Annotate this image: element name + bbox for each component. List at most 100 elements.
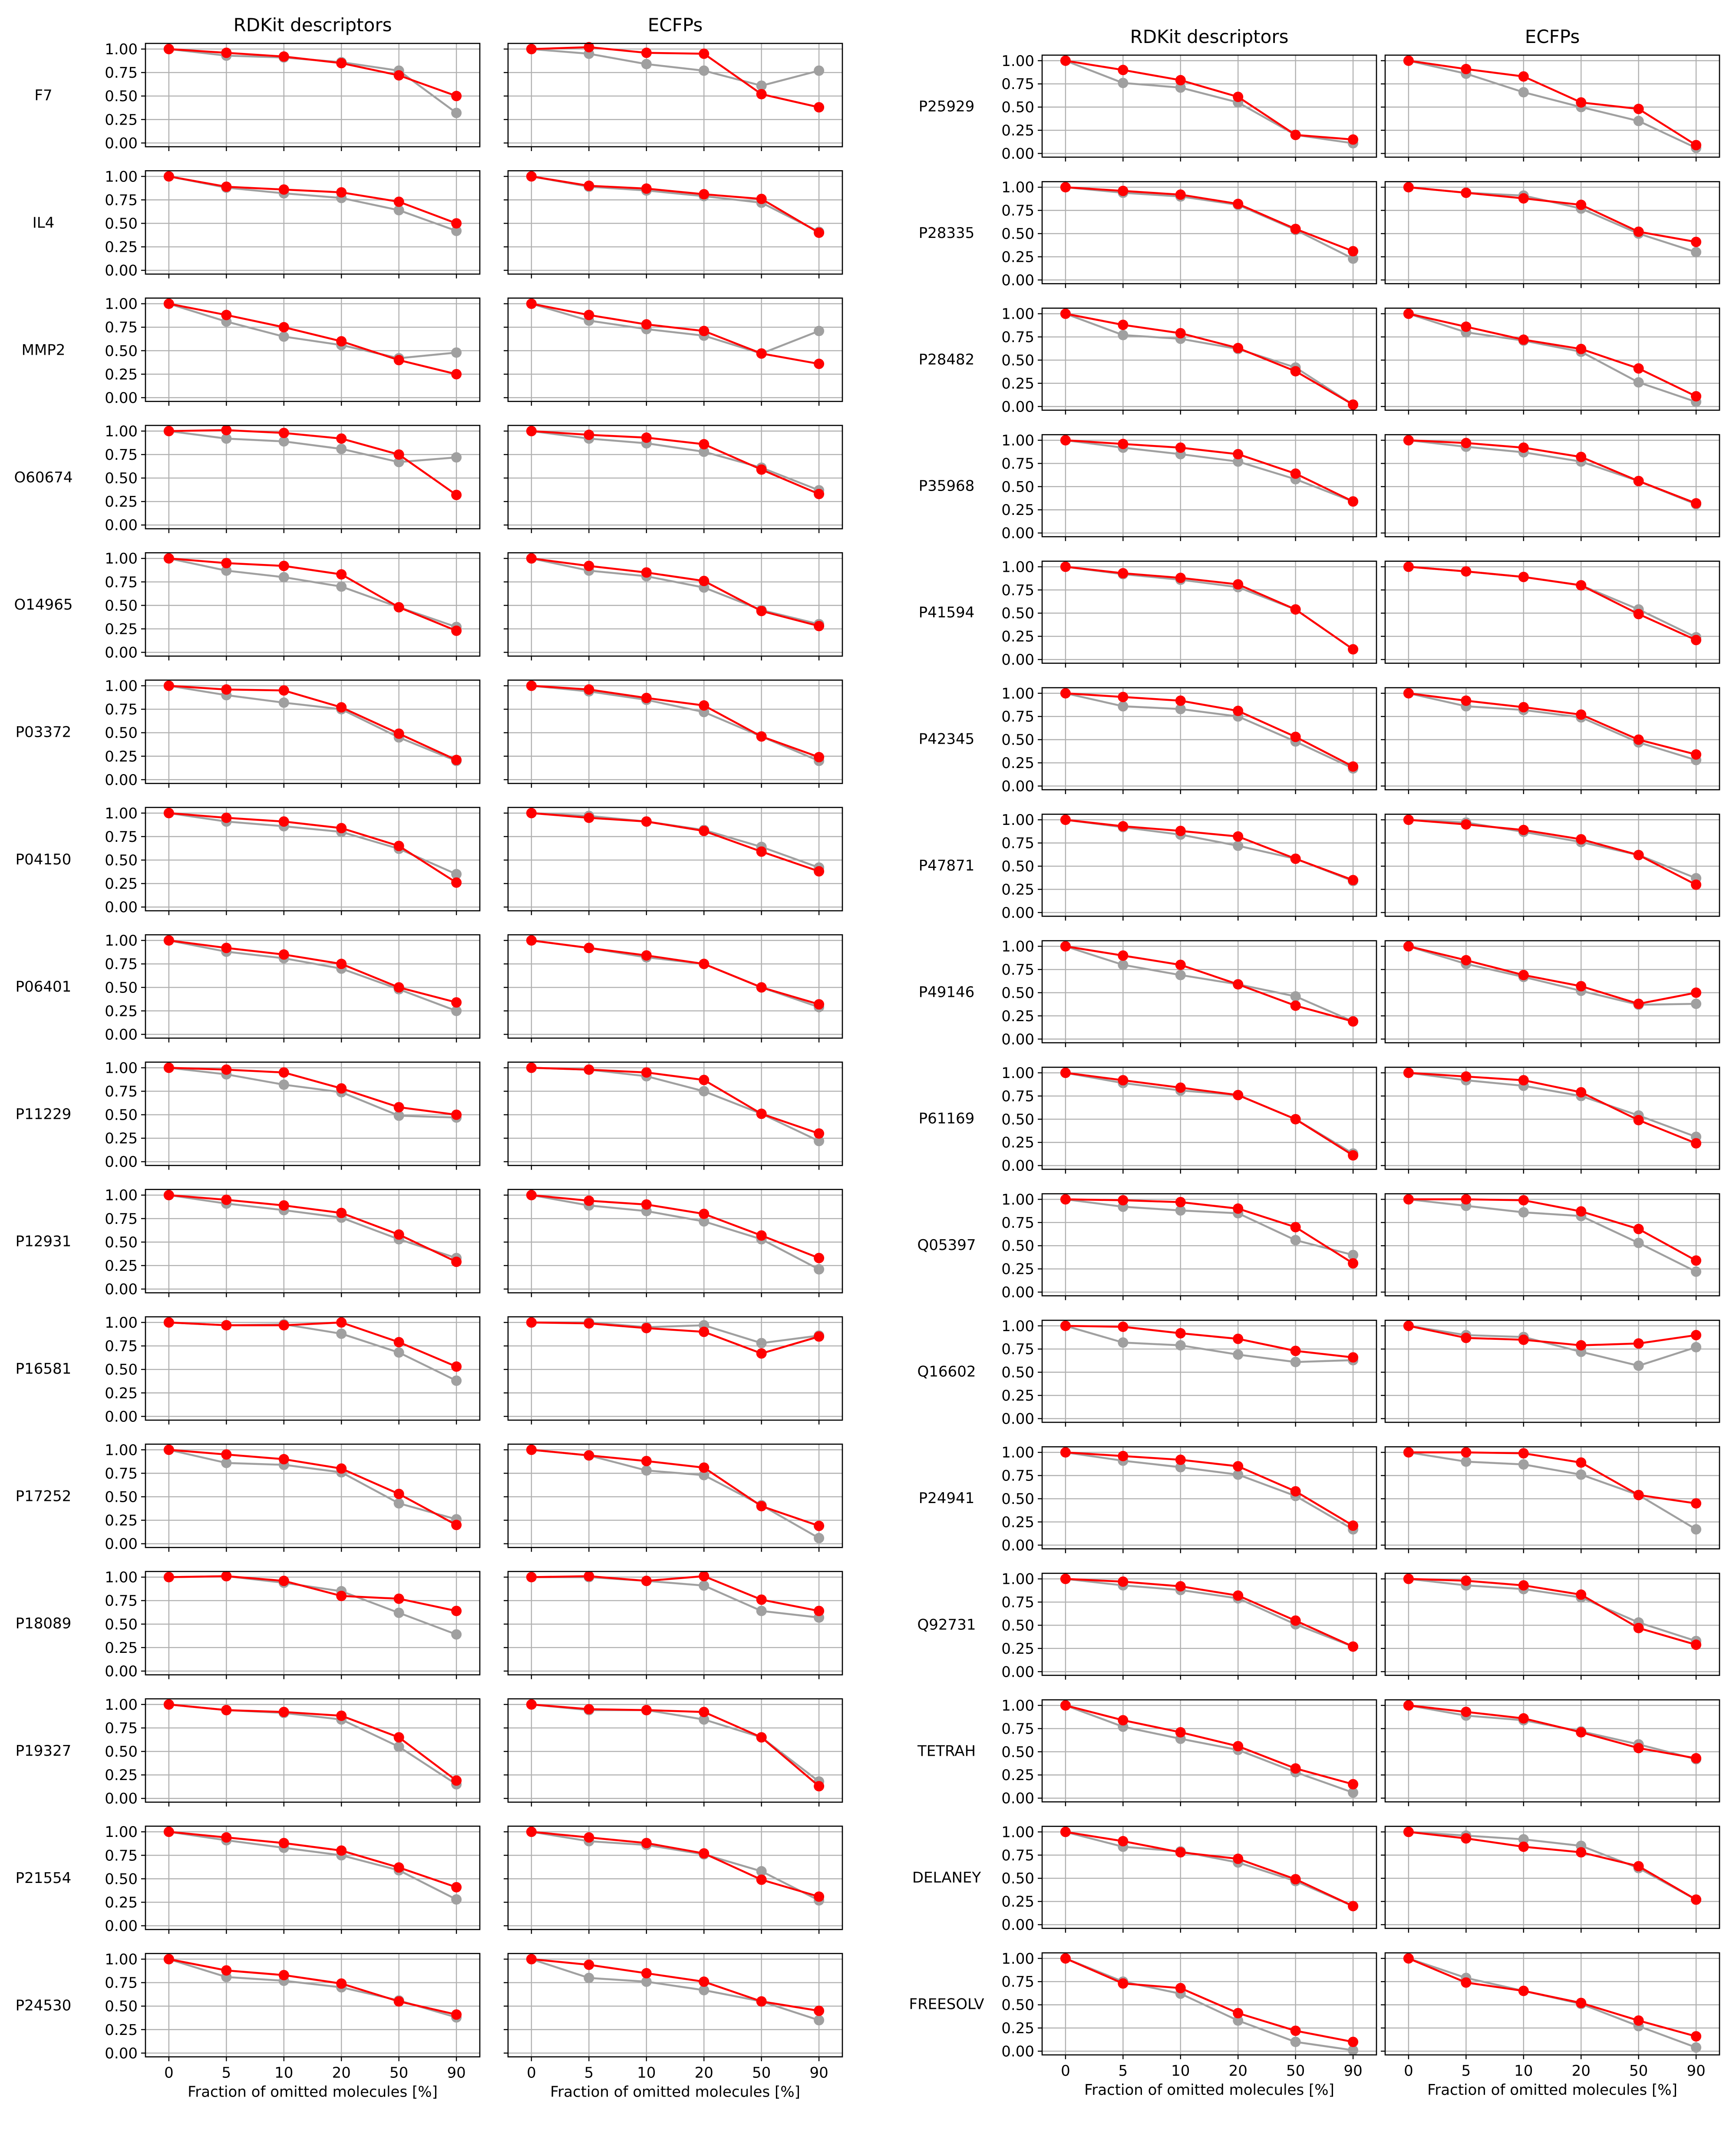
data-point-gray: [1233, 2015, 1244, 2026]
y-tick-label: 0.00: [1001, 1663, 1034, 1681]
data-point-gray: [451, 225, 462, 236]
series-line-red: [531, 46, 819, 109]
data-point-red: [1290, 604, 1301, 615]
data-point-red: [584, 1064, 594, 1075]
data-point-red: [1118, 1715, 1129, 1726]
series-line-red: [1065, 818, 1353, 881]
data-point-gray: [814, 1136, 825, 1147]
y-tick-label: 1.00: [1001, 811, 1034, 829]
y-tick-label: 0.25: [105, 748, 138, 765]
data-point-red: [1060, 1700, 1071, 1711]
series-line-red: [168, 812, 457, 884]
data-point-gray: [814, 1533, 825, 1543]
data-point-gray: [1348, 1250, 1359, 1260]
y-tick-label: 0.00: [1001, 1537, 1034, 1554]
data-point-red: [1348, 399, 1359, 410]
data-point-gray: [278, 331, 289, 342]
y-tick-label: 0.25: [105, 1767, 138, 1784]
subplot-f7-ecfp: ECFPs: [504, 14, 843, 151]
x-tick-label: 0: [527, 2064, 536, 2082]
series-line-red: [1408, 59, 1697, 146]
series-line-red: [168, 429, 457, 496]
row-label: DELANEY: [912, 1869, 981, 1886]
data-point-gray: [1633, 1360, 1644, 1371]
series-line-gray: [531, 1194, 820, 1270]
subplot-p28482-rdkit: 0.00 0.25 0.50 0.75 1.00 P28482: [919, 306, 1377, 415]
subplot-tetrah-rdkit: 0.00 0.25 0.50 0.75 1.00 TETRAH: [917, 1697, 1377, 1807]
data-point-red: [221, 1449, 232, 1460]
data-point-red: [336, 1710, 347, 1721]
x-tick-label: 0: [1404, 2062, 1413, 2080]
subplot-p42345-ecfp: [1381, 687, 1720, 794]
data-point-red: [1060, 941, 1071, 952]
x-tick-label: 10: [1171, 2062, 1190, 2080]
y-tick-label: 1.00: [105, 1569, 138, 1586]
data-point-gray: [699, 1714, 710, 1725]
data-point-red: [756, 1594, 767, 1605]
data-point-gray: [1118, 701, 1129, 712]
y-tick-label: 0.00: [1001, 1157, 1034, 1175]
data-point-red: [336, 1317, 347, 1328]
data-point-red: [1576, 452, 1587, 462]
data-point-red: [1348, 246, 1359, 257]
y-tick-label: 0.75: [1001, 835, 1034, 852]
data-point-red: [1290, 732, 1301, 742]
data-point-red: [1691, 1138, 1702, 1149]
plot-frame: [1384, 1952, 1720, 2056]
data-point-red: [1633, 1223, 1644, 1234]
subplot-mmp2-ecfp: [504, 297, 843, 406]
subplot-p25929-ecfp: ECFPs: [1381, 26, 1720, 162]
plot-frame: [145, 1189, 481, 1293]
y-tick-label: 0.25: [105, 239, 138, 256]
data-point-red: [756, 1348, 767, 1359]
x-tick-label: 20: [1572, 2062, 1591, 2080]
data-point-red: [336, 433, 347, 444]
y-tick-label: 0.50: [105, 1870, 138, 1888]
data-point-gray: [336, 1328, 347, 1339]
data-point-red: [393, 70, 404, 81]
data-point-gray: [1290, 1357, 1301, 1368]
data-point-red: [1403, 435, 1414, 446]
data-point-red: [1290, 853, 1301, 864]
data-point-red: [1403, 182, 1414, 193]
subplot-o14965-rdkit: 0.00 0.25 0.50 0.75 1.00 O14965: [14, 550, 481, 662]
series-line-red: [531, 685, 819, 758]
x-tick-label: 90: [447, 2064, 465, 2082]
data-point-gray: [1175, 1340, 1186, 1351]
plot-frame: [1384, 434, 1720, 537]
series-line-gray: [531, 303, 819, 355]
subplot-o60674-ecfp: [504, 425, 843, 533]
series-line-red: [168, 1830, 457, 1888]
data-point-red: [221, 558, 232, 568]
data-point-gray: [1691, 1266, 1702, 1277]
subplot-q05397-rdkit: 0.00 0.25 0.50 0.75 1.00 Q05397: [918, 1191, 1377, 1301]
data-point-red: [526, 1572, 537, 1583]
data-point-red: [1175, 825, 1186, 836]
data-point-red: [1118, 1576, 1129, 1587]
data-point-red: [641, 1067, 652, 1078]
plot-frame: [507, 1189, 843, 1293]
series-line-gray: [1065, 1578, 1353, 1648]
subplot-p24530-rdkit: 0.00 0.25 0.50 0.75 1.00 P24530 0 5 10 20 50 90 Frac…: [16, 1951, 481, 2101]
y-tick-label: 0.75: [105, 701, 138, 719]
data-point-red: [1633, 734, 1644, 745]
data-point-gray: [221, 565, 232, 576]
plot-frame: [1384, 1446, 1720, 1550]
data-point-gray: [1691, 999, 1702, 1009]
data-point-red: [814, 1520, 825, 1531]
data-point-red: [393, 1862, 404, 1873]
data-point-red: [1576, 1727, 1587, 1738]
y-tick-label: 1.00: [105, 1187, 138, 1204]
data-point-gray: [221, 1457, 232, 1468]
data-point-red: [1348, 1352, 1359, 1363]
data-point-red: [1403, 1447, 1414, 1458]
data-point-red: [451, 1775, 462, 1786]
data-point-red: [1576, 1589, 1587, 1600]
row-label: P35968: [919, 478, 975, 495]
data-point-red: [1691, 1498, 1702, 1509]
plot-frame: [1384, 561, 1720, 664]
plot-frame: [507, 1825, 843, 1930]
data-point-red: [1691, 879, 1702, 890]
y-tick-label: 0.50: [105, 1616, 138, 1633]
